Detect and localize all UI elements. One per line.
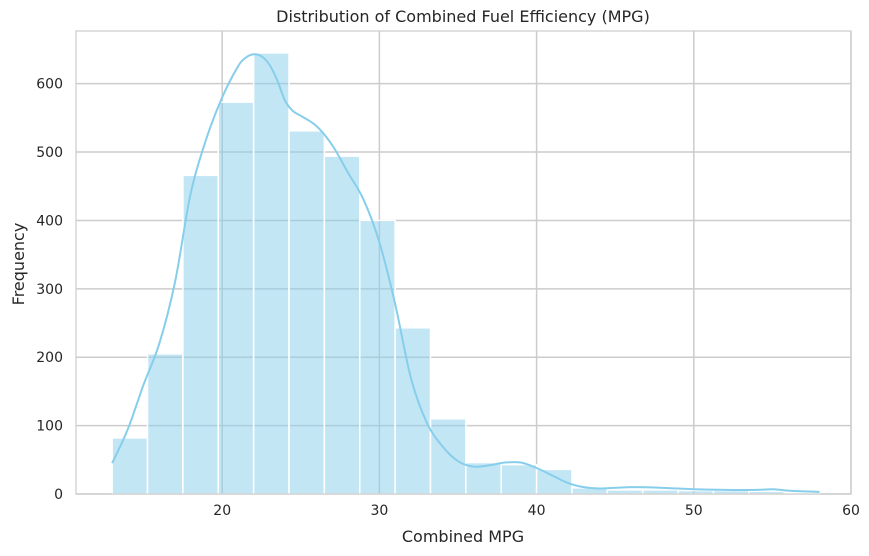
histogram-bar (641, 489, 679, 495)
histogram-bar (606, 489, 644, 495)
x-tick-label: 40 (528, 503, 546, 519)
y-tick-label: 400 (36, 213, 63, 229)
y-tick-label: 500 (36, 145, 63, 161)
x-tick-label: 20 (213, 503, 231, 519)
histogram-bar (146, 353, 184, 495)
y-tick-label: 200 (36, 350, 63, 366)
y-tick-label: 600 (36, 77, 63, 93)
histogram-bar (182, 174, 220, 495)
x-axis-title: Combined MPG (402, 527, 524, 546)
x-axis-ticks: 20 30 40 50 60 (213, 503, 860, 519)
y-axis-ticks: 0 100 200 300 400 500 600 (36, 77, 63, 503)
y-axis-title: Frequency (9, 223, 28, 306)
histogram-bar (252, 52, 290, 495)
y-tick-label: 300 (36, 282, 63, 298)
histogram-bar (429, 418, 467, 495)
histogram-bar (358, 219, 396, 495)
histogram-bar (500, 463, 538, 495)
histogram-bars (111, 52, 821, 495)
x-tick-label: 60 (842, 503, 860, 519)
histogram-bar (288, 130, 326, 495)
histogram-bar (323, 155, 361, 495)
histogram-bar (111, 437, 149, 495)
x-tick-label: 50 (685, 503, 703, 519)
y-tick-label: 100 (36, 419, 63, 435)
histogram-bar (394, 327, 432, 495)
histogram-bar (465, 461, 502, 495)
x-tick-label: 30 (370, 503, 388, 519)
y-tick-label: 0 (54, 487, 63, 503)
plot-area-frame (75, 30, 852, 495)
histogram-bar (217, 101, 255, 495)
chart-title: Distribution of Combined Fuel Efficiency… (276, 7, 650, 26)
kde-curve-line (111, 53, 820, 493)
